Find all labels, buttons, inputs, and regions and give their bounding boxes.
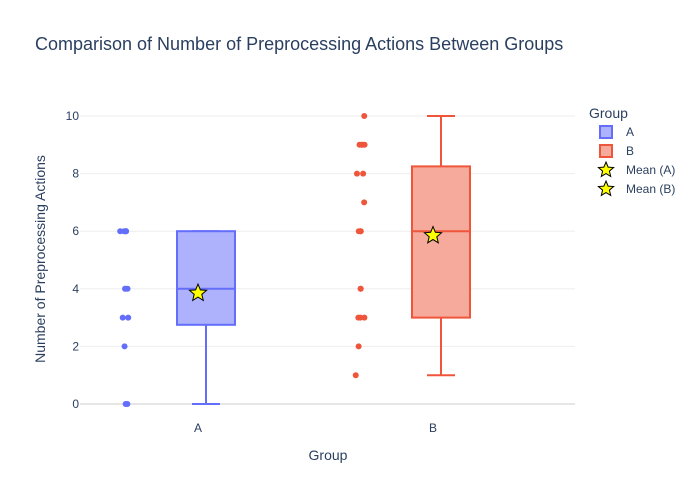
mean-star-marker: [188, 282, 208, 302]
y-tick-label: 10: [66, 109, 80, 123]
data-point: [356, 141, 363, 148]
y-tick-label: 0: [72, 397, 79, 411]
chart-title: Comparison of Number of Preprocessing Ac…: [35, 34, 563, 54]
data-point: [357, 285, 364, 292]
mean-star-marker: [423, 225, 443, 244]
data-point: [360, 170, 367, 177]
box-b: [352, 113, 471, 379]
data-point: [122, 285, 129, 292]
legend-label: Mean (B): [626, 182, 675, 196]
y-axis-title: Number of Preprocessing Actions: [32, 155, 48, 363]
y-tick-label: 2: [72, 339, 79, 353]
data-point: [353, 170, 360, 177]
data-point: [352, 372, 359, 379]
data-point: [122, 401, 129, 407]
legend-box-symbol: [599, 144, 613, 158]
data-point: [121, 343, 128, 350]
legend-star-symbol: [597, 160, 615, 178]
data-point: [355, 228, 362, 235]
legend-title: Group: [589, 105, 628, 121]
plot-area: 0 2 4 6 8 10 A B: [66, 109, 575, 435]
legend: Group AB Mean (A) Mean (B): [589, 105, 675, 197]
data-point: [357, 314, 364, 321]
data-point: [119, 314, 126, 321]
legend-label: B: [626, 144, 634, 158]
data-point: [361, 141, 368, 148]
y-tick-label: 4: [72, 282, 79, 296]
data-point: [361, 113, 368, 119]
data-point: [355, 343, 362, 350]
iqr-box: [176, 230, 236, 326]
data-point: [121, 228, 128, 235]
data-point: [361, 199, 368, 206]
legend-label: Mean (A): [626, 163, 675, 177]
legend-label: A: [626, 125, 634, 139]
legend-box-symbol: [599, 125, 613, 139]
data-point: [125, 314, 132, 321]
y-tick-label: 8: [72, 167, 79, 181]
y-tick-label: 6: [72, 224, 79, 238]
x-axis-title: Group: [309, 447, 348, 463]
box-a: [117, 228, 236, 407]
x-tick-label: A: [194, 421, 202, 435]
iqr-box: [411, 165, 471, 319]
legend-star-symbol: [597, 179, 615, 197]
x-tick-label: B: [429, 421, 437, 435]
